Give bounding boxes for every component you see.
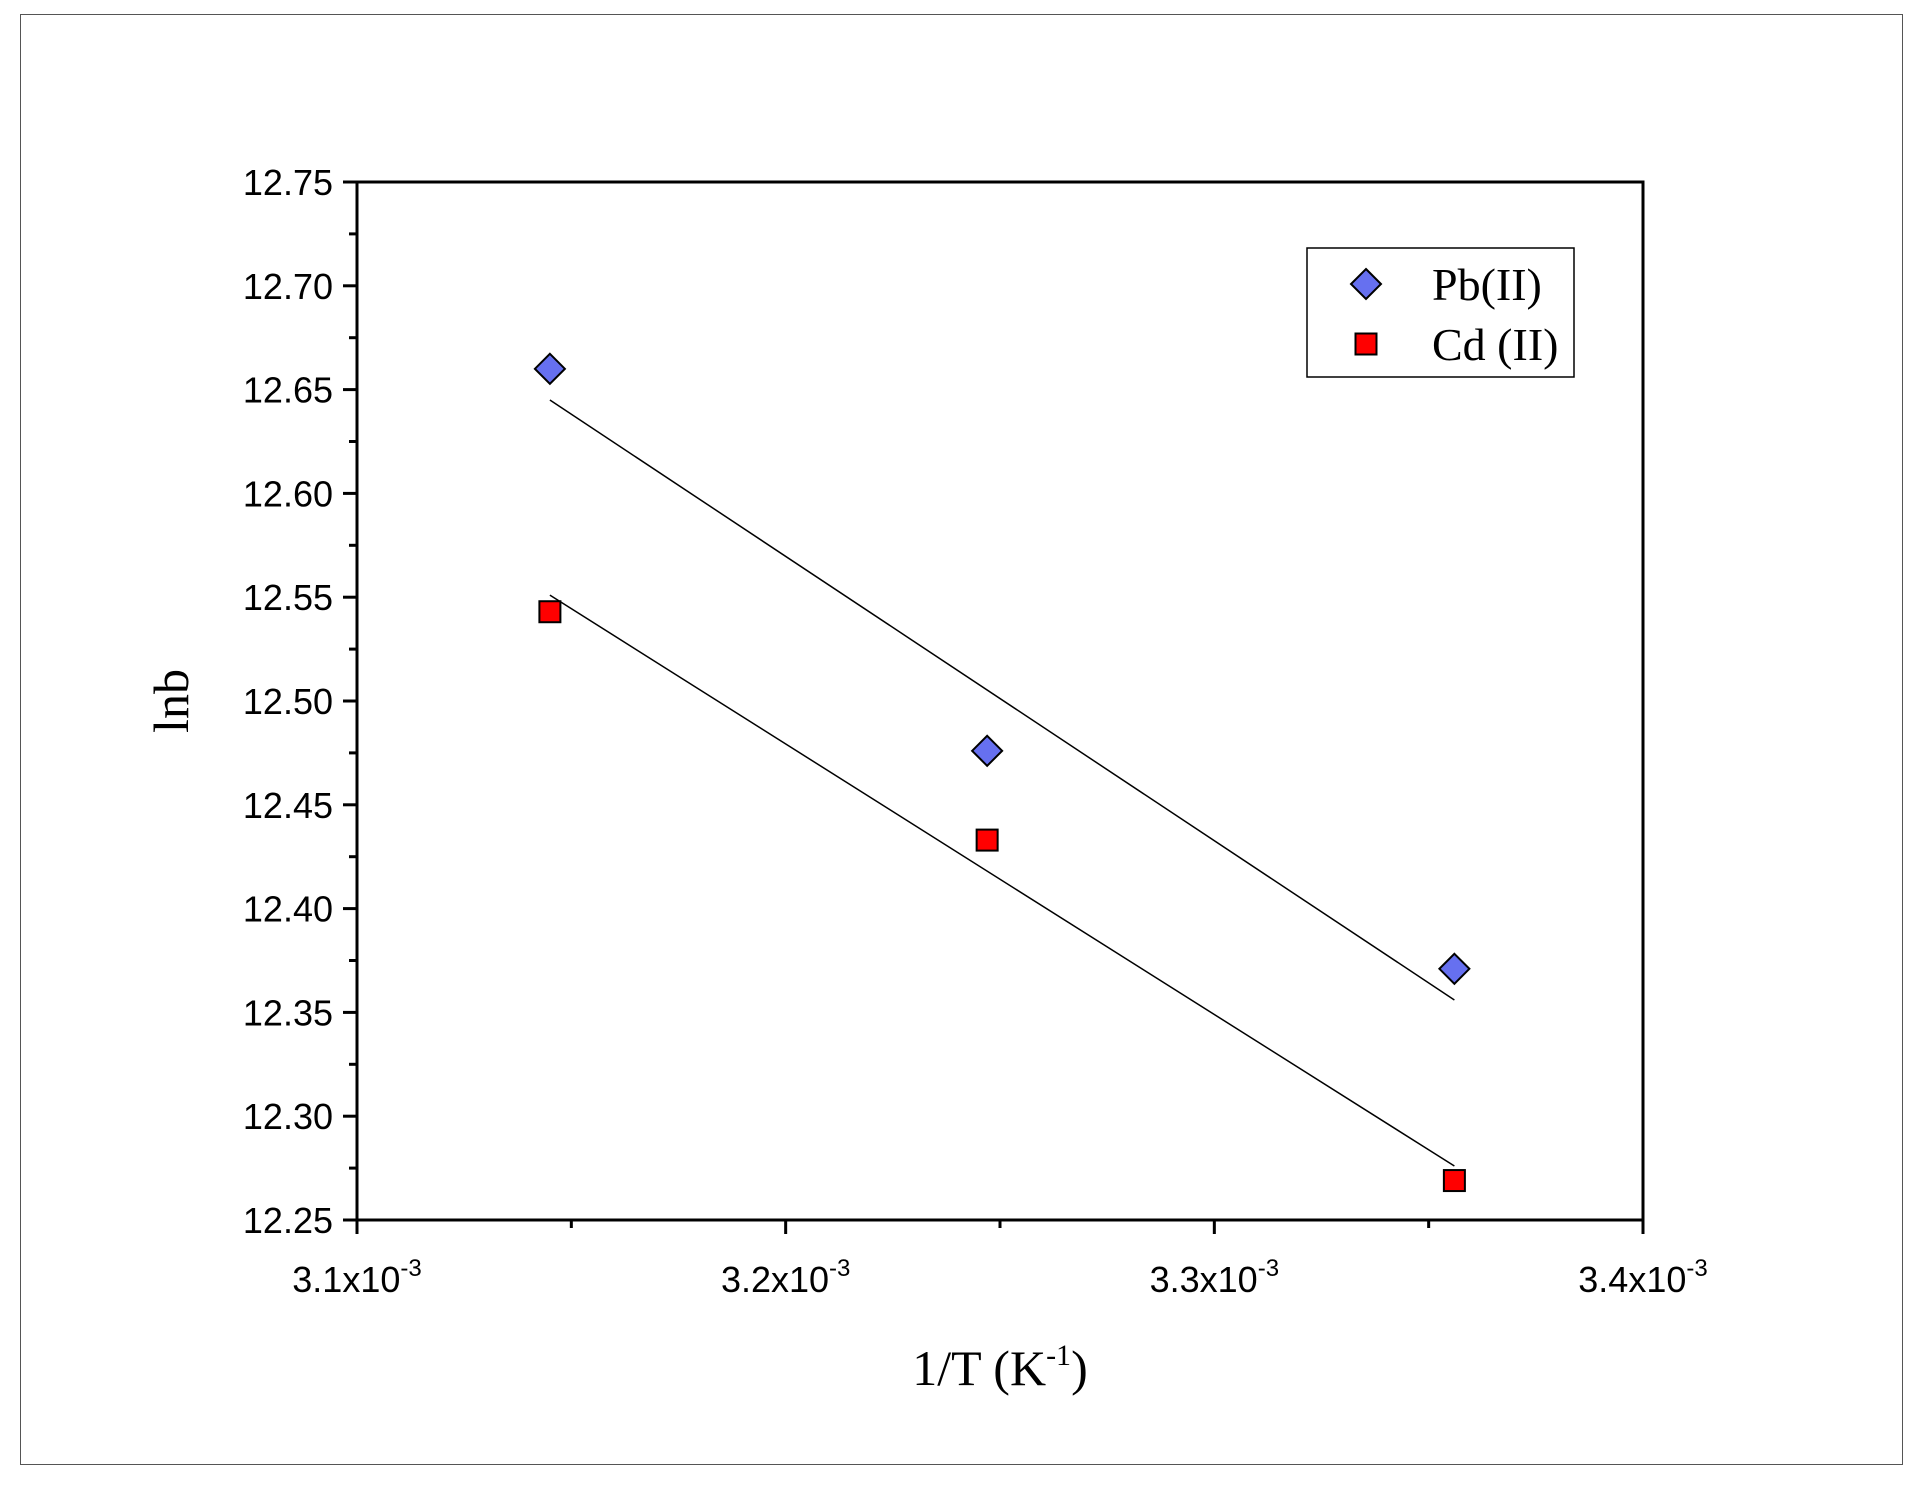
legend-box — [1306, 247, 1575, 378]
data-point-pb — [970, 734, 1004, 768]
data-point-pb — [1437, 952, 1471, 986]
figure-frame — [20, 14, 1903, 1465]
x-tick-label: 3.3x10-3 — [1150, 1255, 1279, 1300]
x-axis-title-base: 1/T (K — [912, 1340, 1046, 1396]
fit-line-0 — [549, 399, 1455, 1001]
y-tick-label: 12.65 — [243, 370, 333, 411]
x-tick-label: 3.4x10-3 — [1578, 1255, 1707, 1300]
y-tick-label: 12.30 — [243, 1096, 333, 1137]
y-tick-label: 12.70 — [243, 266, 333, 307]
y-tick-label: 12.75 — [243, 162, 333, 203]
x-tick-exponent: -3 — [400, 1255, 421, 1282]
y-tick-label: 12.55 — [243, 577, 333, 618]
y-axis: 12.25 12.30 12.35 12.40 12.45 12.50 12.55 12.60… — [243, 162, 357, 1241]
data-point-cd — [1442, 1169, 1466, 1193]
x-tick-label: 3.1x10-3 — [292, 1255, 421, 1300]
data-point-cd — [538, 600, 562, 624]
x-tick-mantissa: 3.1x10 — [292, 1259, 400, 1300]
y-tick-label: 12.50 — [243, 681, 333, 722]
y-tick-label: 12.60 — [243, 473, 333, 514]
y-axis-title: lnb — [143, 669, 199, 733]
x-tick-exponent: -3 — [1258, 1255, 1279, 1282]
x-tick-mantissa: 3.3x10 — [1150, 1259, 1258, 1300]
legend-marker-0 — [1349, 267, 1383, 301]
x-axis: 3.1x10-3 3.2x10-3 3.3x10-3 3.4x10-3 — [292, 1220, 1708, 1300]
data-point-cd — [975, 828, 999, 852]
data-markers — [533, 352, 1471, 1193]
x-tick-exponent: -3 — [829, 1255, 850, 1282]
y-tick-label: 12.35 — [243, 992, 333, 1033]
data-point-pb — [533, 352, 567, 386]
legend-label-1: Cd (II) — [1432, 319, 1558, 370]
x-tick-mantissa: 3.2x10 — [721, 1259, 829, 1300]
x-axis-title-close: ) — [1071, 1340, 1088, 1396]
x-axis-title: 1/T (K-1) — [912, 1339, 1087, 1396]
y-tick-label: 12.25 — [243, 1200, 333, 1241]
fit-lines — [549, 399, 1455, 1167]
legend-marker-1 — [1354, 332, 1378, 356]
y-tick-label: 12.45 — [243, 785, 333, 826]
fit-line-1 — [549, 594, 1455, 1167]
legend: Pb(II) Cd (II) — [1306, 247, 1575, 378]
x-tick-label: 3.2x10-3 — [721, 1255, 850, 1300]
legend-label-0: Pb(II) — [1432, 259, 1542, 310]
x-tick-mantissa: 3.4x10 — [1578, 1259, 1686, 1300]
x-tick-exponent: -3 — [1686, 1255, 1707, 1282]
y-tick-label: 12.40 — [243, 889, 333, 930]
x-axis-title-sup: -1 — [1046, 1339, 1071, 1372]
